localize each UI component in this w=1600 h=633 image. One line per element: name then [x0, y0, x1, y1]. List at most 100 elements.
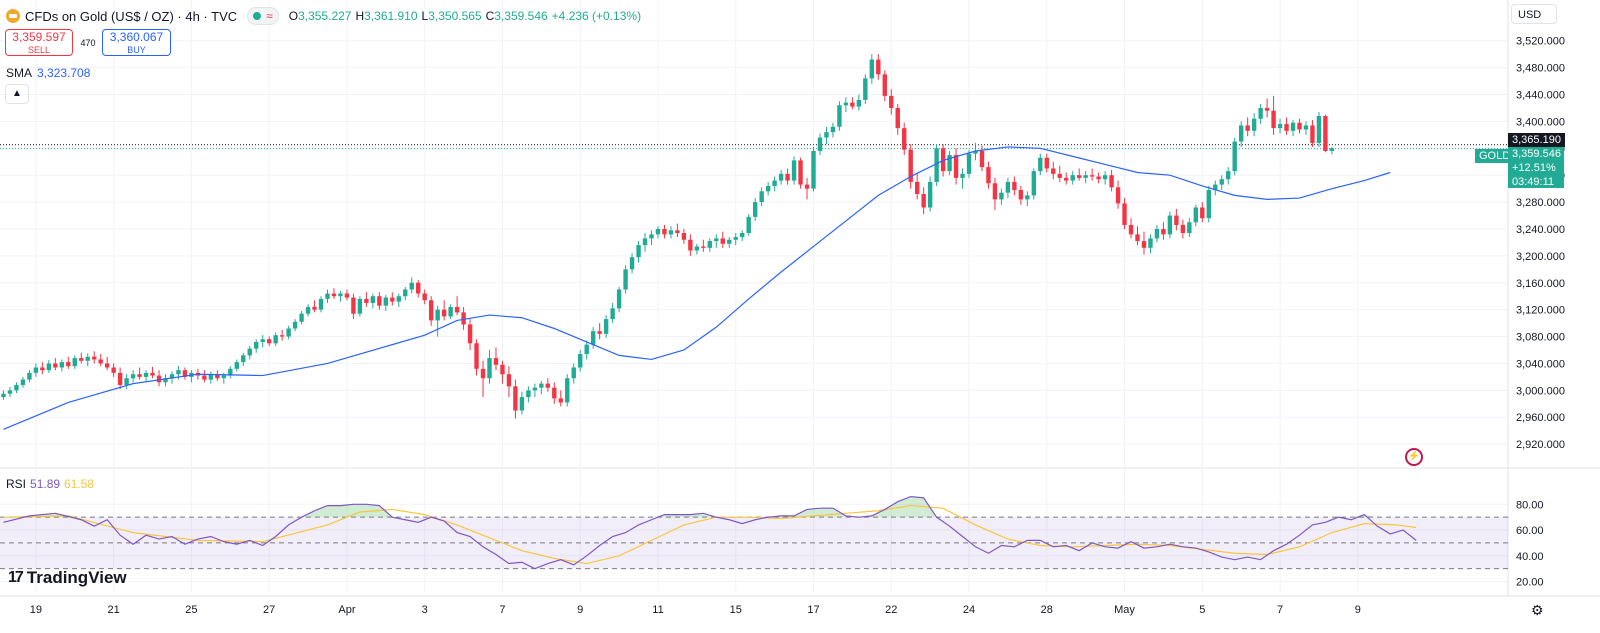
- price-tick-label: 2,960.000: [1516, 412, 1565, 424]
- candle-body: [416, 282, 421, 294]
- candle-body: [953, 155, 959, 178]
- rsi-ma-value: 61.58: [64, 477, 95, 491]
- candle-body: [117, 372, 123, 385]
- candle-body: [552, 387, 557, 399]
- rsi-band-fill: [0, 517, 1508, 569]
- candle-body: [889, 95, 894, 108]
- candle-body: [137, 374, 142, 377]
- symbol-title[interactable]: CFDs on Gold (US$ / OZ) · 4h · TVC: [25, 8, 238, 24]
- candle-body: [1323, 116, 1328, 151]
- candle-body: [448, 306, 453, 317]
- candle-body: [46, 363, 52, 371]
- candle-body: [746, 216, 751, 234]
- sma-legend[interactable]: SMA 3,323.708: [6, 66, 90, 80]
- candle-body: [804, 184, 810, 189]
- candle-body: [532, 387, 538, 391]
- buy-button[interactable]: 3,360.067 BUY: [102, 29, 171, 56]
- candle-body: [1238, 125, 1244, 142]
- time-tick-label: 7: [499, 604, 505, 616]
- sell-button[interactable]: 3,359.597 SELL: [5, 29, 73, 56]
- candle-body: [40, 367, 45, 371]
- candle-body: [921, 194, 926, 208]
- buy-price: 3,360.067: [109, 30, 164, 44]
- candle-body: [435, 309, 440, 321]
- candle-body: [20, 379, 26, 385]
- candle-body: [467, 324, 473, 344]
- candle-body: [675, 230, 680, 234]
- candle-body: [1264, 107, 1270, 111]
- change-pct-label: +12.51%: [1512, 162, 1556, 174]
- candle-body: [817, 137, 823, 151]
- candle-body: [7, 390, 13, 394]
- candle-body: [208, 374, 214, 380]
- candle-body: [493, 358, 499, 365]
- candle-body: [266, 339, 272, 344]
- price-tick-label: 3,480.000: [1516, 63, 1565, 75]
- candle-body: [720, 238, 725, 244]
- candle-body: [33, 367, 39, 373]
- candle-body: [727, 239, 732, 244]
- candle-body: [150, 372, 155, 376]
- candle-body: [1096, 176, 1101, 180]
- candle-body: [331, 293, 337, 297]
- ohlc-high: H3,361.910: [355, 9, 418, 23]
- candle-body: [869, 59, 875, 79]
- ohlc-open: O3,355.227: [288, 9, 352, 23]
- candle-body: [221, 375, 227, 379]
- candle-body: [895, 107, 900, 129]
- candle-body: [539, 383, 544, 388]
- candle-body: [318, 298, 324, 310]
- market-status[interactable]: ≈: [247, 7, 279, 25]
- candle-body: [1089, 175, 1095, 177]
- time-tick-label: 28: [1041, 604, 1053, 616]
- candle-body: [1031, 171, 1037, 196]
- candle-body: [843, 102, 849, 106]
- countdown-label: 03:49:11: [1512, 176, 1555, 188]
- rsi-value: 51.89: [30, 477, 61, 491]
- time-tick-label: Apr: [338, 604, 355, 616]
- current-price-box: 3,359.546 +12.51% 03:49:11: [1508, 147, 1564, 188]
- time-tick-label: 5: [1199, 604, 1205, 616]
- candle-body: [59, 362, 65, 368]
- gold-logo-icon: [6, 9, 20, 23]
- sma-line: [3, 146, 1391, 430]
- price-tick-label: 3,280.000: [1516, 197, 1565, 209]
- candle-body: [714, 238, 719, 242]
- candle-body: [1219, 179, 1224, 185]
- candle-body: [752, 202, 758, 217]
- rsi-legend[interactable]: RSI 51.89 61.58: [6, 477, 94, 491]
- candle-body: [940, 148, 946, 172]
- candle-body: [1303, 125, 1309, 130]
- candle-body: [396, 296, 401, 302]
- rsi-ma-line: [3, 504, 1417, 565]
- candle-body: [649, 234, 654, 239]
- candle-body: [824, 132, 829, 138]
- candle-body: [973, 150, 978, 154]
- candle-body: [603, 319, 609, 334]
- time-tick-label: 19: [30, 604, 42, 616]
- currency-selector[interactable]: USD: [1511, 4, 1557, 24]
- candle-body: [441, 309, 447, 317]
- candle-body: [927, 181, 933, 208]
- candle-body: [908, 149, 913, 182]
- gear-icon[interactable]: ⚙: [1531, 602, 1544, 618]
- candle-body: [312, 306, 317, 310]
- candle-body: [480, 368, 486, 379]
- candle-body: [325, 293, 330, 299]
- candle-body: [655, 228, 661, 235]
- candle-body: [798, 160, 803, 185]
- candle-body: [668, 230, 674, 235]
- chevron-up-icon[interactable]: ▲: [5, 84, 29, 104]
- rsi-overbought-fill: [314, 505, 328, 518]
- time-tick-label: 9: [1355, 604, 1361, 616]
- candle-body: [1290, 122, 1296, 131]
- candle-body: [506, 374, 512, 387]
- candle-body: [772, 180, 777, 186]
- price-tick-label: 3,520.000: [1516, 36, 1565, 48]
- tradingview-logo[interactable]: 17 TradingView: [8, 568, 127, 588]
- price-tick-label: 3,240.000: [1516, 224, 1565, 236]
- lightning-icon[interactable]: ⚡: [1405, 448, 1423, 466]
- last-price-label: 3,365.190: [1508, 133, 1565, 147]
- candle-body: [27, 372, 32, 380]
